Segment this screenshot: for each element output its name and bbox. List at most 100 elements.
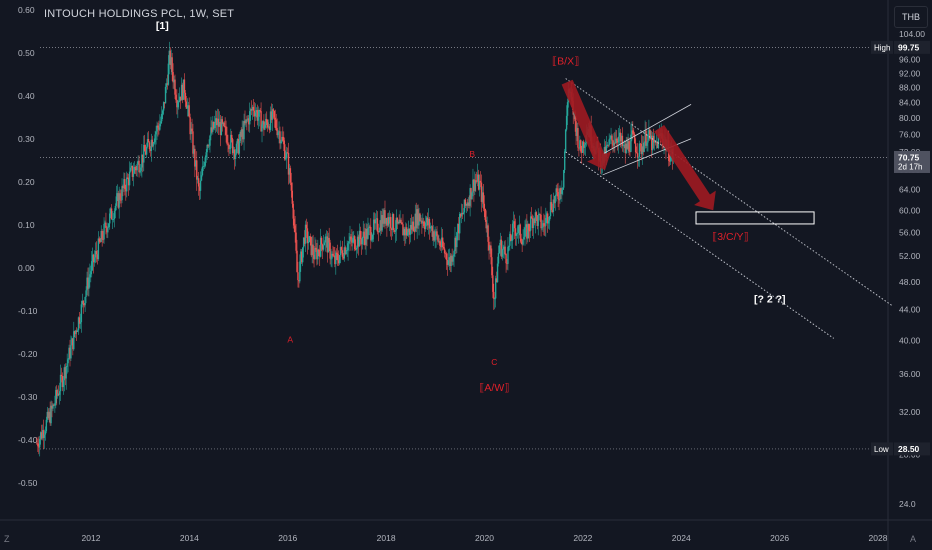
candle-body: [136, 163, 138, 171]
candle-body: [348, 241, 350, 244]
candle-body: [333, 255, 335, 257]
candle-body: [365, 228, 367, 245]
candle-body: [266, 122, 269, 128]
candle-body: [257, 116, 259, 121]
candle-body: [203, 165, 206, 167]
candle-body: [236, 139, 239, 144]
currency-button[interactable]: THB: [894, 6, 928, 28]
candle-body: [565, 115, 568, 130]
candle-body: [335, 252, 337, 265]
high-price-tag-caption: High: [874, 43, 890, 52]
candle-body: [517, 226, 520, 234]
candle-body: [84, 296, 86, 306]
candle-body: [522, 239, 524, 245]
candle-body: [511, 240, 513, 242]
candle-body: [418, 213, 420, 226]
candle-body: [264, 125, 266, 130]
candle-body: [640, 143, 643, 154]
candle-body: [158, 127, 160, 130]
candle-body: [103, 223, 105, 240]
wave-label: [? 2 ?]: [754, 293, 786, 305]
candle-body: [491, 257, 493, 276]
candle-body: [583, 144, 586, 148]
auto-scale-button[interactable]: A: [910, 534, 917, 544]
candle-body: [200, 175, 203, 181]
candle-body: [326, 236, 328, 253]
candle-body: [503, 246, 505, 249]
candle-body: [280, 141, 282, 144]
candle-body: [532, 218, 535, 229]
candle-body: [408, 228, 411, 235]
candle-body: [470, 188, 472, 200]
candle-body: [115, 196, 118, 206]
candle-body: [559, 188, 561, 201]
candle-body: [37, 443, 39, 447]
candle-body: [124, 179, 126, 190]
candle-body: [581, 151, 583, 153]
candle-body: [379, 220, 381, 231]
target-zone-box[interactable]: [695, 211, 815, 225]
candle-body: [447, 260, 450, 265]
timezone-label[interactable]: Z: [4, 534, 10, 544]
candle-body: [235, 143, 238, 154]
candle-body: [179, 96, 181, 102]
candle-body: [613, 142, 615, 146]
candle-body: [74, 330, 77, 335]
candle-body: [133, 167, 136, 174]
candle-body: [633, 133, 635, 135]
candle-body: [471, 192, 473, 200]
right-axis-tick-label: 56.00: [899, 227, 921, 237]
candle-body: [226, 134, 228, 144]
candle-body: [305, 224, 308, 229]
candle-body: [564, 151, 566, 171]
candle-body: [350, 236, 352, 240]
candle-body: [123, 179, 125, 189]
candle-body: [164, 86, 167, 104]
candle-body: [386, 218, 388, 226]
candle-body: [537, 215, 539, 226]
candle-body: [178, 101, 180, 103]
candle-body: [96, 254, 99, 260]
high-price-tag-value: 99.75: [898, 42, 920, 52]
candle-body: [41, 430, 44, 439]
candle-body: [204, 157, 206, 166]
candle-body: [430, 226, 433, 228]
candle-body: [69, 347, 71, 359]
candle-body: [652, 135, 655, 143]
wave-arrow-down-2: [654, 124, 716, 211]
candle-body: [380, 220, 382, 231]
candle-body: [337, 260, 340, 264]
candle-body: [580, 140, 582, 152]
candle-body: [105, 222, 107, 228]
candle-body: [51, 405, 53, 409]
candle-body: [94, 251, 97, 258]
candle-body: [196, 160, 198, 180]
candle-body: [101, 230, 103, 240]
right-axis-tick-label: 64.00: [899, 185, 921, 195]
candle-body: [117, 193, 119, 208]
candle-body: [557, 192, 559, 200]
candle-body: [134, 167, 136, 169]
candle-body: [421, 220, 423, 224]
candle-body: [389, 217, 392, 229]
candle-body: [624, 144, 626, 153]
candle-body: [427, 218, 430, 226]
candle-body: [549, 202, 552, 217]
candle-body: [225, 126, 227, 135]
candle-body: [180, 84, 183, 101]
candle-body: [106, 227, 108, 233]
candle-body: [281, 136, 283, 142]
right-axis-tick-label: 40.00: [899, 335, 921, 345]
candle-body: [185, 101, 188, 109]
candle-body: [243, 120, 245, 140]
candle-body: [529, 216, 532, 231]
time-axis-tick-label: 2026: [770, 533, 789, 543]
candle-body: [546, 213, 549, 224]
candle-body: [536, 215, 538, 226]
candle-body: [425, 217, 428, 223]
candle-body: [500, 239, 503, 257]
candle-body: [39, 432, 42, 439]
candle-body: [509, 233, 511, 246]
candle-body: [70, 345, 72, 359]
